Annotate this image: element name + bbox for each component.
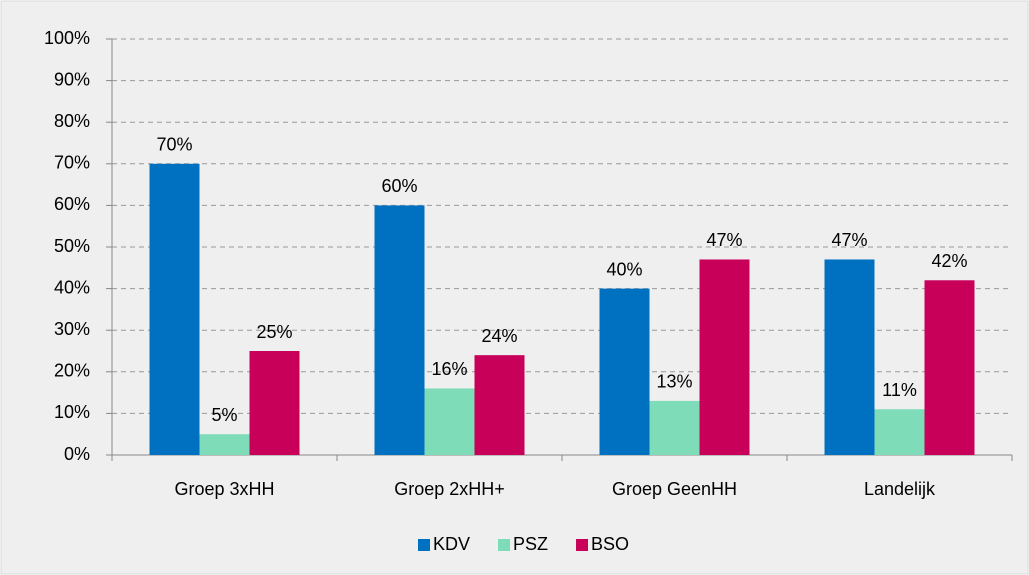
bar [424,388,475,455]
bar [874,409,925,455]
y-tick-label: 50% [54,236,90,256]
bar [649,400,700,455]
x-tick-label: Landelijk [864,479,936,499]
bar [699,259,750,455]
y-tick-label: 80% [54,111,90,131]
value-label: 5% [211,405,237,425]
legend-swatch [418,539,430,551]
value-label: 25% [256,322,292,342]
x-tick-label: Groep 2xHH+ [394,479,505,499]
y-tick-label: 10% [54,402,90,422]
y-tick-label: 20% [54,361,90,381]
y-tick-label: 70% [54,153,90,173]
x-tick-label: Groep 3xHH [174,479,274,499]
bar [149,163,200,456]
value-label: 40% [606,259,642,279]
bar [199,434,250,455]
legend-swatch [498,539,511,551]
value-label: 13% [656,372,692,392]
legend-label: PSZ [513,534,548,554]
value-label: 42% [931,251,967,271]
legend-swatch [576,539,589,551]
value-label: 24% [481,326,517,346]
y-tick-label: 40% [54,277,90,297]
value-label: 16% [431,359,467,379]
y-tick-label: 0% [64,444,90,464]
bar [249,351,300,455]
bar [474,355,525,455]
y-tick-label: 100% [44,28,90,48]
bar [599,288,650,455]
bar [374,205,425,455]
value-label: 11% [882,380,917,400]
bar [824,259,875,455]
x-tick-label: Groep GeenHH [612,479,737,499]
y-tick-label: 30% [54,319,90,339]
y-tick-label: 60% [54,194,90,214]
value-label: 47% [831,230,867,250]
legend-label: KDV [433,534,470,554]
y-tick-label: 90% [54,69,90,89]
bar [924,280,975,455]
value-label: 47% [706,230,742,250]
legend-label: BSO [591,534,629,554]
value-label: 70% [156,135,192,155]
value-label: 60% [381,176,417,196]
